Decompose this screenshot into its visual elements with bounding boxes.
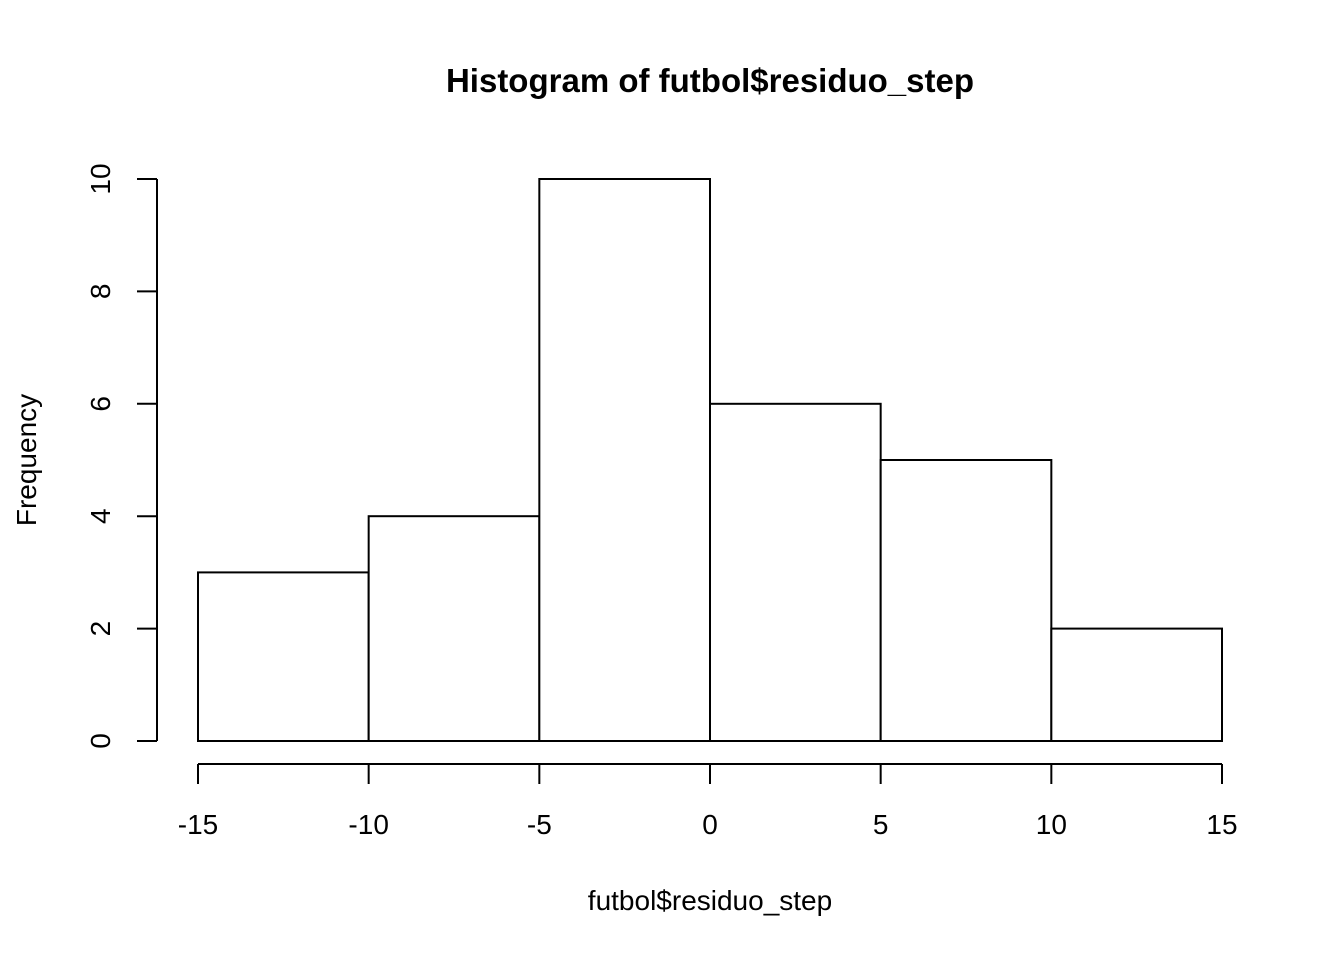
x-axis: -15 -10 -5 0 5 10 15 [178, 763, 1238, 840]
x-tick-label: 0 [702, 809, 718, 840]
y-tick-label: 4 [85, 508, 116, 524]
histogram-bar-1 [367, 515, 541, 743]
y-tick-label: 10 [85, 163, 116, 194]
y-tick-label: 6 [85, 396, 116, 412]
x-tick-label: -10 [348, 809, 388, 840]
histogram-bar-5 [1050, 627, 1224, 742]
histogram-bar-4 [879, 459, 1053, 742]
bars-group [197, 178, 1224, 743]
x-tick-label: -15 [178, 809, 218, 840]
histogram-bar-2 [538, 178, 711, 742]
y-tick-label: 8 [85, 284, 116, 300]
x-tick-label: 15 [1206, 809, 1237, 840]
y-tick-label: 2 [85, 621, 116, 637]
y-tick-label: 0 [85, 733, 116, 749]
histogram-bar-3 [709, 402, 882, 742]
x-tick-label: -5 [527, 809, 552, 840]
chart-title: Histogram of futbol$residuo_step [446, 62, 974, 99]
x-axis-label: futbol$residuo_step [588, 885, 832, 916]
y-axis: 0 2 4 6 8 10 [85, 163, 158, 749]
histogram-bar-0 [197, 571, 370, 743]
y-axis-label: Frequency [11, 394, 42, 526]
x-tick-label: 5 [873, 809, 889, 840]
x-tick-label: 10 [1036, 809, 1067, 840]
